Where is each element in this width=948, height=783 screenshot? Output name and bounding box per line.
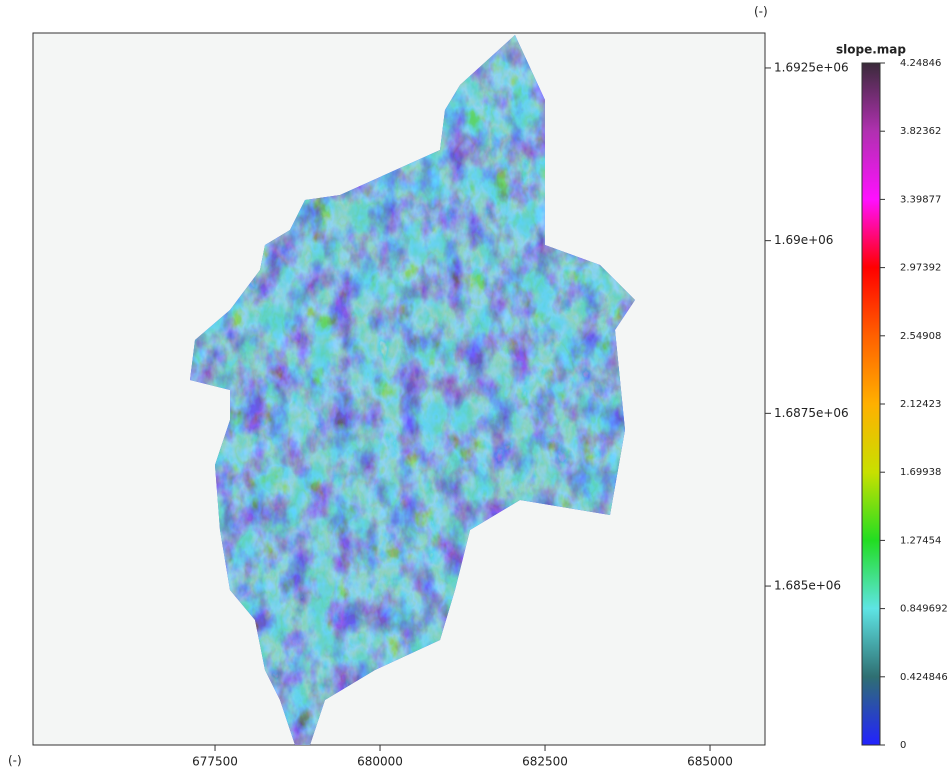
colorbar-tick-label: 0 <box>900 740 906 751</box>
y-unit: (-) <box>754 5 768 19</box>
y-tick-label: 1.6925e+06 <box>774 60 849 74</box>
colorbar-tick-label: 2.54908 <box>900 331 941 342</box>
colorbar-tick-label: 1.69938 <box>900 467 941 478</box>
x-tick-label: 677500 <box>192 755 238 769</box>
x-tick-label: 685000 <box>687 755 733 769</box>
x-unit: (-) <box>8 754 22 768</box>
x-tick-label: 680000 <box>357 755 403 769</box>
y-tick-label: 1.6875e+06 <box>774 406 849 420</box>
colorbar-title: slope.map <box>836 43 906 57</box>
colorbar-tick-label: 0.424846 <box>900 672 948 683</box>
colorbar-tick-label: 3.82362 <box>900 126 941 137</box>
colorbar-tick-label: 2.97392 <box>900 263 941 274</box>
colorbar <box>861 62 881 746</box>
colorbar-tick-label: 1.27454 <box>900 535 941 546</box>
y-tick-label: 1.685e+06 <box>774 579 841 593</box>
colorbar-tick-label: 0.849692 <box>900 604 948 615</box>
colorbar-tick-label: 4.24846 <box>900 58 941 69</box>
colorbar-tick-label: 2.12423 <box>900 399 941 410</box>
x-tick-label: 682500 <box>522 755 568 769</box>
colorbar-tick-label: 3.39877 <box>900 194 941 205</box>
y-tick-label: 1.69e+06 <box>774 233 833 247</box>
